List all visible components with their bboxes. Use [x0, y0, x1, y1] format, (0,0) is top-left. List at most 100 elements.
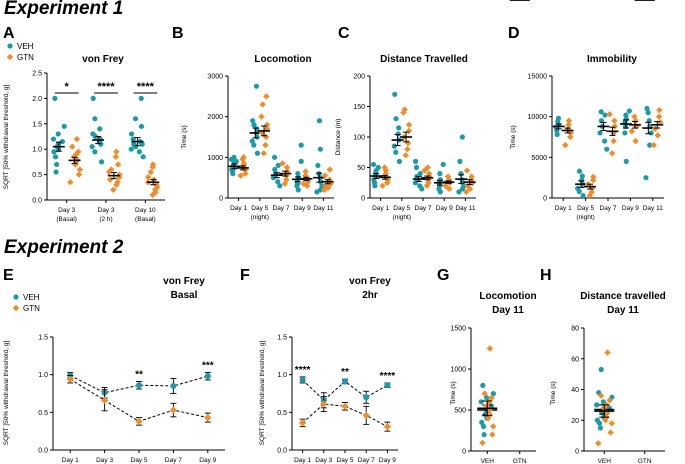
panel-f-gtn-point — [383, 423, 391, 431]
panel-a-veh-point — [59, 138, 65, 145]
panel-h-ytick-label: 0 — [575, 449, 579, 456]
panel-d-xtick-label: Day 1 — [555, 205, 572, 212]
panel-b-gtn-point — [283, 176, 290, 183]
panel-h-gtn-point — [600, 404, 607, 412]
panel-c-xtick-label: Day 5 — [393, 205, 410, 212]
panel-e-ytick-label: 1.0 — [38, 372, 48, 379]
panel-d-xtick-label: Day 9 — [622, 205, 639, 212]
panel-b-xtick-label: Day 11 — [313, 205, 333, 212]
panel-d-ylabel: Time (s) — [510, 125, 517, 149]
panel-b-gtn-point — [260, 150, 267, 157]
panel-h-gtn-point — [604, 349, 611, 356]
panel-g-ylabel: Time (s) — [450, 381, 457, 405]
legend-gtn-marker — [12, 304, 20, 312]
panel-b-veh-point — [233, 158, 239, 164]
legend-veh-marker — [13, 294, 19, 300]
panel-a-title: von Frey — [82, 54, 124, 65]
panel-b-gtn-point — [300, 180, 307, 187]
panel-a-veh-point — [54, 161, 60, 168]
panel-f-sig-label: ** — [341, 367, 349, 378]
panel-a-gtn-point — [112, 153, 120, 161]
panel-g-gtn-point — [489, 431, 496, 438]
panel-e-xtick-label: Day 9 — [199, 457, 216, 464]
panel-h-gtn-point — [607, 429, 614, 436]
legend-veh-marker — [7, 43, 13, 49]
panel-c-xtick-label: Day 11 — [455, 205, 475, 212]
panel-a-gtn-point — [73, 135, 81, 143]
panel-a-xtick-label: Day 10 — [135, 207, 156, 214]
legend-gtn-label: GTN — [23, 304, 40, 313]
panel-h-ylabel: Time (s) — [550, 381, 557, 405]
panel-a-gtn-point — [153, 181, 160, 188]
panel-b-veh-point — [275, 162, 281, 169]
panel-f-sig-label: **** — [295, 365, 311, 376]
panel-d-gtn-point — [611, 117, 618, 124]
panel-f-veh-point — [384, 382, 391, 389]
panel-a-veh-point — [53, 169, 59, 175]
panel-d-veh-point — [579, 173, 585, 179]
panel-h-ytick-label: 80 — [571, 326, 579, 333]
panel-b-veh-point — [298, 158, 304, 164]
panel-b-veh-point — [270, 175, 277, 181]
panel-d-letter: D — [508, 25, 520, 42]
panel-b-gtn-point — [326, 166, 334, 173]
panel-h-title: Distance travelled — [580, 291, 666, 302]
panel-a-veh-point — [90, 95, 96, 101]
panel-a-gtn-point — [149, 161, 157, 168]
panel-d-veh-point — [626, 108, 632, 114]
panel-e-title: von Frey — [163, 276, 205, 287]
panel-e-sig-label: *** — [202, 360, 214, 371]
panel-d-gtn-point — [655, 113, 663, 120]
panel-b-xtick-label: (night) — [251, 214, 269, 221]
panel-g-xtick-label: VEH — [481, 458, 495, 464]
panel-f-veh-point — [342, 378, 348, 385]
panel-f-xtick-label: Day 7 — [358, 457, 375, 464]
panel-c-gtn-point — [468, 173, 475, 180]
panel-c-gtn-point — [444, 173, 452, 180]
panel-a-veh-point — [138, 95, 144, 101]
panel-c-veh-point — [396, 158, 403, 164]
panel-a-veh-point — [128, 146, 134, 152]
panel-a-ylabel: SQRT [50% withdrawal threshold, g] — [3, 85, 10, 190]
panel-c-ytick-label: 200 — [353, 74, 365, 81]
panel-f-veh-point — [299, 376, 306, 383]
panel-a-veh-point — [92, 149, 98, 155]
panel-b-gtn-point — [281, 180, 289, 187]
panel-c-xtick-label: Day 7 — [415, 205, 432, 212]
panel-d-veh-point — [598, 109, 604, 115]
panel-a-gtn-point — [76, 166, 84, 173]
panel-b-veh-point — [231, 154, 237, 160]
panel-c-gtn-point — [381, 164, 388, 171]
panel-d-ytick-label: 15000 — [528, 74, 548, 81]
panel-f-veh-point — [363, 394, 370, 401]
panel-h-gtn-point — [606, 397, 613, 404]
panel-d-veh-point — [602, 138, 608, 144]
panel-g-ytick-label: 1500 — [450, 326, 466, 333]
panel-c-veh-point — [393, 149, 399, 155]
panel-e-ylabel: SQRT [50% withdrawal threshold, g] — [3, 341, 10, 446]
panel-g-veh-point — [478, 399, 484, 405]
panel-b-ytick-label: 3000 — [207, 74, 223, 81]
panel-c-xtick-label: Day 1 — [372, 205, 389, 212]
panel-a-sig-label: * — [65, 81, 70, 93]
panel-h-veh-point — [594, 417, 600, 423]
panel-a-veh-point — [92, 116, 98, 122]
panel-a-veh-point — [51, 149, 57, 155]
panel-d-veh-point — [576, 168, 583, 174]
panel-d-gtn-point — [586, 192, 593, 199]
panel-c-veh-point — [396, 125, 402, 131]
panel-h-ytick-label: 20 — [571, 418, 579, 425]
panel-c-gtn-point — [404, 146, 411, 153]
panel-h-gtn-point — [597, 392, 605, 399]
panel-f-xtick-label: Day 3 — [315, 457, 332, 464]
panel-d-veh-point — [643, 175, 649, 181]
panel-c-veh-point — [457, 158, 463, 164]
experiment-1-heading: Experiment 1 — [4, 0, 124, 19]
panel-a-veh-point — [52, 154, 59, 160]
panel-b-gtn-point — [240, 154, 247, 161]
panel-b-veh-point — [251, 142, 257, 148]
panel-f-ylabel: SQRT [50% withdrawal threshold, g] — [259, 341, 266, 446]
panel-d-veh-point — [555, 115, 562, 121]
panel-b-veh-point — [249, 138, 255, 144]
panel-b-title: Locomotion — [254, 54, 311, 65]
